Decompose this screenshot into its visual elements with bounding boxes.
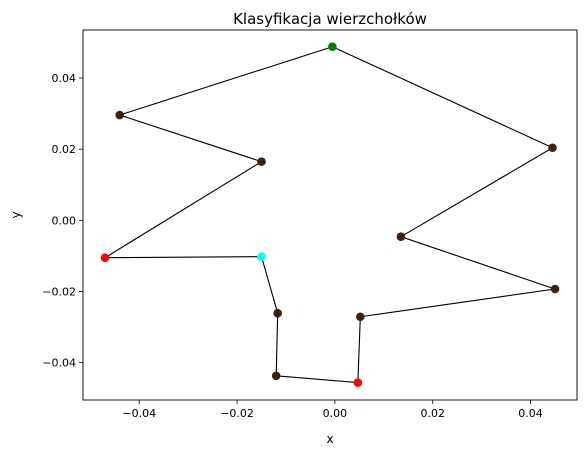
polygon-edge xyxy=(105,256,262,259)
vertex-point-brown xyxy=(356,312,365,322)
vertex-point-brown xyxy=(548,143,557,153)
polygon-edge xyxy=(360,288,556,318)
y-tick-label: 0.00 xyxy=(52,214,77,227)
polygon-edge xyxy=(119,46,333,116)
vertex-point-brown xyxy=(396,232,406,242)
x-tick-label: −0.04 xyxy=(122,407,156,420)
y-axis: −0.04 −0.02 0.00 0.02 0.04 xyxy=(42,72,83,370)
vertex-point-cyan xyxy=(257,252,266,261)
x-tick-label: −0.02 xyxy=(220,407,254,420)
vertex-points xyxy=(100,42,560,387)
y-tick-label: −0.04 xyxy=(42,357,76,370)
x-axis-label: x xyxy=(326,432,333,446)
polygon-edges xyxy=(104,46,556,384)
polygon-edge xyxy=(104,161,262,259)
vertex-point-red xyxy=(100,253,110,262)
vertex-point-brown xyxy=(271,371,281,381)
polygon-edge xyxy=(276,375,358,384)
polygon-edge xyxy=(357,316,361,383)
polygon-edge xyxy=(119,114,262,163)
vertex-point-brown xyxy=(550,284,560,294)
plot-frame xyxy=(82,29,578,401)
vertex-point-brown xyxy=(257,157,266,166)
x-axis: −0.04 −0.02 0.00 0.02 0.04 xyxy=(122,400,543,420)
y-tick-label: −0.02 xyxy=(42,285,76,298)
y-tick-label: 0.04 xyxy=(52,72,77,85)
chart-title: Klasyfikacja wierzchołków xyxy=(233,10,427,28)
vertex-point-red xyxy=(353,378,363,387)
x-tick-label: 0.00 xyxy=(323,407,348,420)
y-axis-label: y xyxy=(9,211,23,218)
x-tick-label: 0.02 xyxy=(420,407,445,420)
vertex-point-green xyxy=(328,42,337,52)
polygon-edge xyxy=(332,46,553,149)
polygon-edge xyxy=(260,256,279,314)
polygon-edge xyxy=(275,313,279,376)
x-tick-label: 0.04 xyxy=(518,407,543,420)
vertex-point-brown xyxy=(273,308,282,318)
y-tick-label: 0.02 xyxy=(52,143,77,156)
polygon-edge xyxy=(400,147,553,238)
polygon-edge xyxy=(400,236,556,290)
vertex-point-brown xyxy=(115,110,124,120)
